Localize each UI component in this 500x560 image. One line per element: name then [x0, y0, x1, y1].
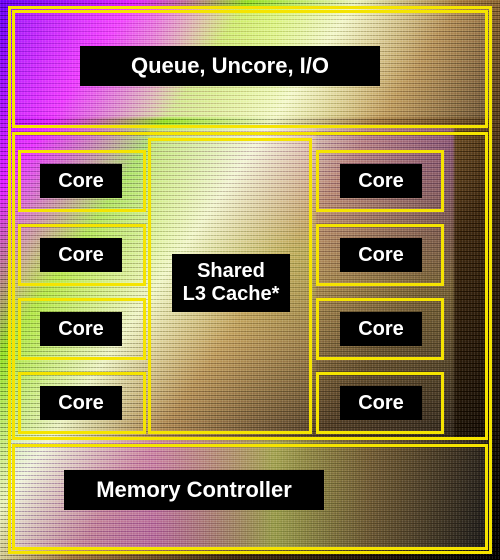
label-core: Core: [40, 312, 122, 346]
label-core: Core: [340, 386, 422, 420]
label-core: Core: [340, 238, 422, 272]
label-uncore: Queue, Uncore, I/O: [80, 46, 380, 86]
label-core: Core: [340, 312, 422, 346]
cpu-die-diagram: Queue, Uncore, I/O Shared L3 Cache* Memo…: [0, 0, 500, 560]
label-core: Core: [40, 386, 122, 420]
label-memory-ctrl: Memory Controller: [64, 470, 324, 510]
label-core: Core: [40, 164, 122, 198]
label-core: Core: [340, 164, 422, 198]
label-core: Core: [40, 238, 122, 272]
label-l3-cache: Shared L3 Cache*: [172, 254, 290, 312]
